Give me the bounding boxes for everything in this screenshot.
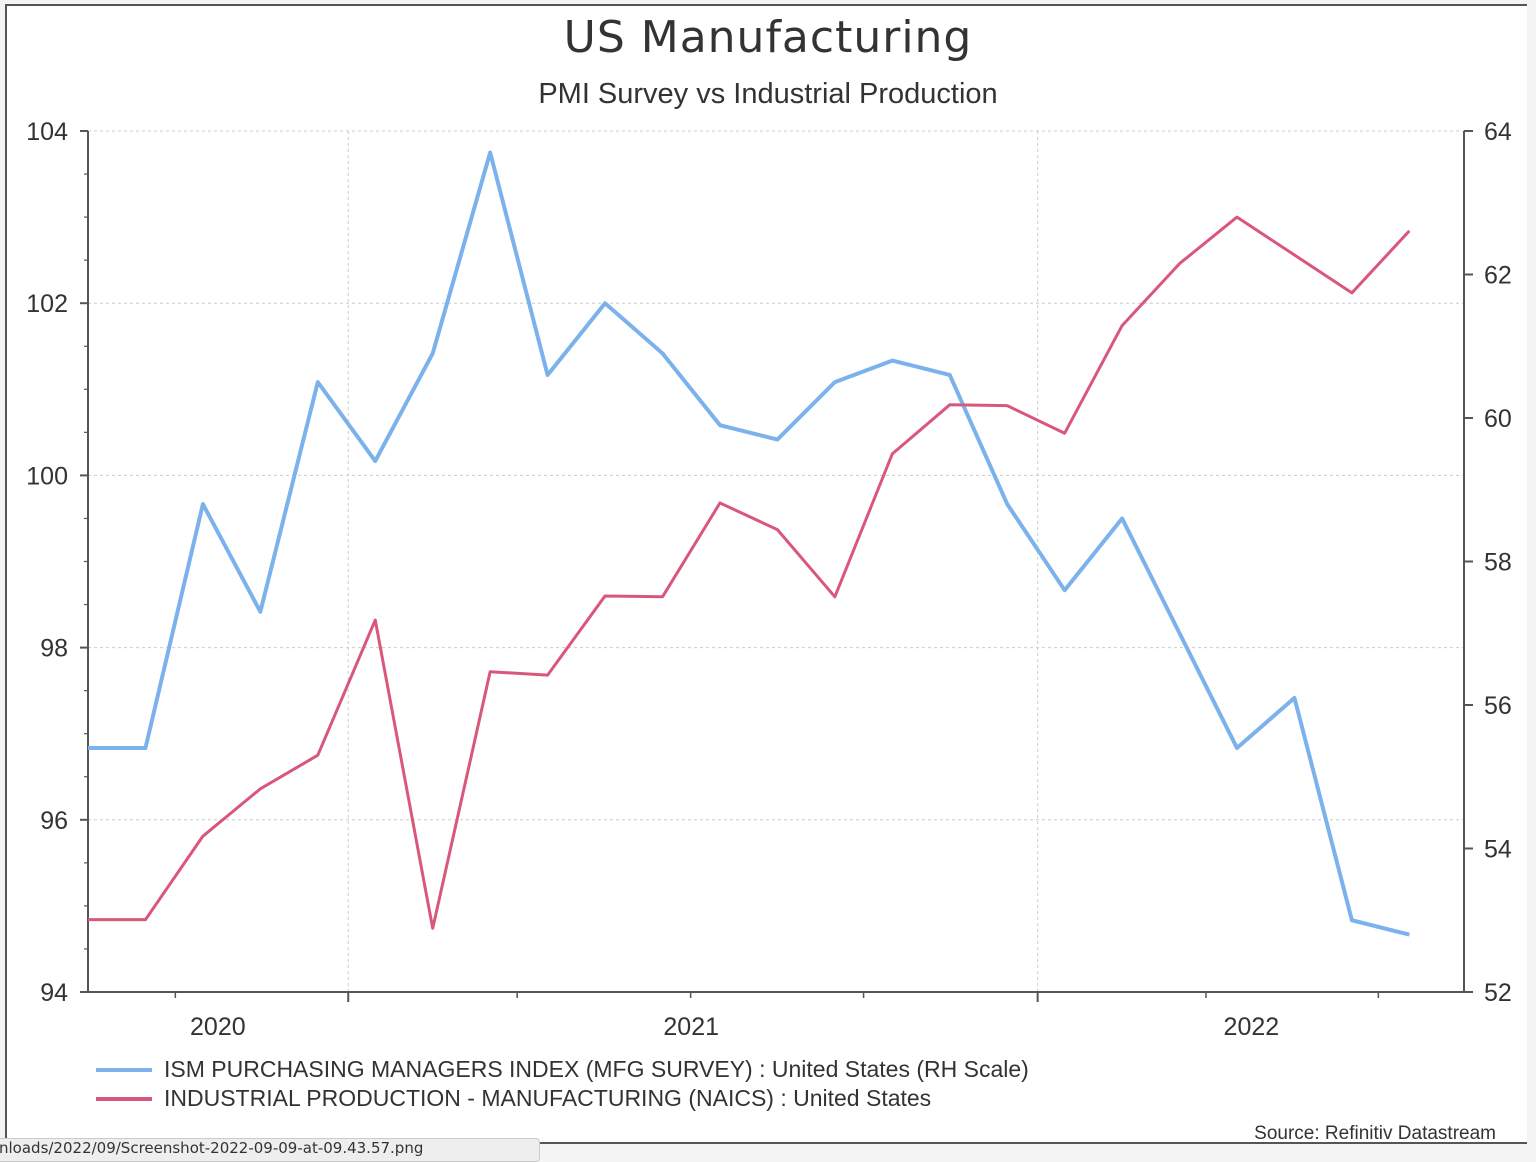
chart-frame [5, 4, 1527, 1144]
legend-item-pmi: ISM PURCHASING MANAGERS INDEX (MFG SURVE… [96, 1056, 1029, 1083]
legend-swatch-ip [96, 1096, 152, 1101]
chart-title: US Manufacturing [563, 12, 973, 63]
left-tick-label: 94 [40, 979, 68, 1007]
right-tick-label: 52 [1484, 979, 1512, 1007]
right-tick-label: 62 [1484, 262, 1512, 290]
left-tick-label: 100 [26, 462, 68, 490]
right-tick-label: 56 [1484, 692, 1512, 720]
legend-swatch-pmi [96, 1067, 152, 1072]
series-line-industrial-production [88, 215, 1411, 930]
x-tick-label: 2022 [1224, 1013, 1280, 1041]
left-tick-label: 102 [26, 290, 68, 318]
x-tick-label: 2020 [190, 1013, 246, 1041]
left-tick-label: 104 [26, 118, 68, 146]
legend-label-ip: INDUSTRIAL PRODUCTION - MANUFACTURING (N… [164, 1085, 932, 1111]
x-tick-label: 2021 [663, 1013, 719, 1041]
legend-label-pmi: ISM PURCHASING MANAGERS INDEX (MFG SURVE… [164, 1056, 1029, 1082]
right-tick-label: 64 [1484, 118, 1512, 146]
chart-subtitle: PMI Survey vs Industrial Production [538, 78, 998, 110]
source-note: Source: Refinitiv Datastream [1254, 1123, 1496, 1144]
series-line-pmi [88, 150, 1410, 937]
right-tick-label: 58 [1484, 549, 1512, 577]
left-tick-label: 98 [40, 635, 68, 663]
right-tick-label: 54 [1484, 836, 1512, 864]
right-tick-label: 60 [1484, 405, 1512, 433]
legend-item-ip: INDUSTRIAL PRODUCTION - MANUFACTURING (N… [96, 1085, 931, 1112]
left-tick-label: 96 [40, 807, 68, 835]
status-url-tooltip: nloads/2022/09/Screenshot-2022-09-09-at-… [0, 1138, 540, 1162]
